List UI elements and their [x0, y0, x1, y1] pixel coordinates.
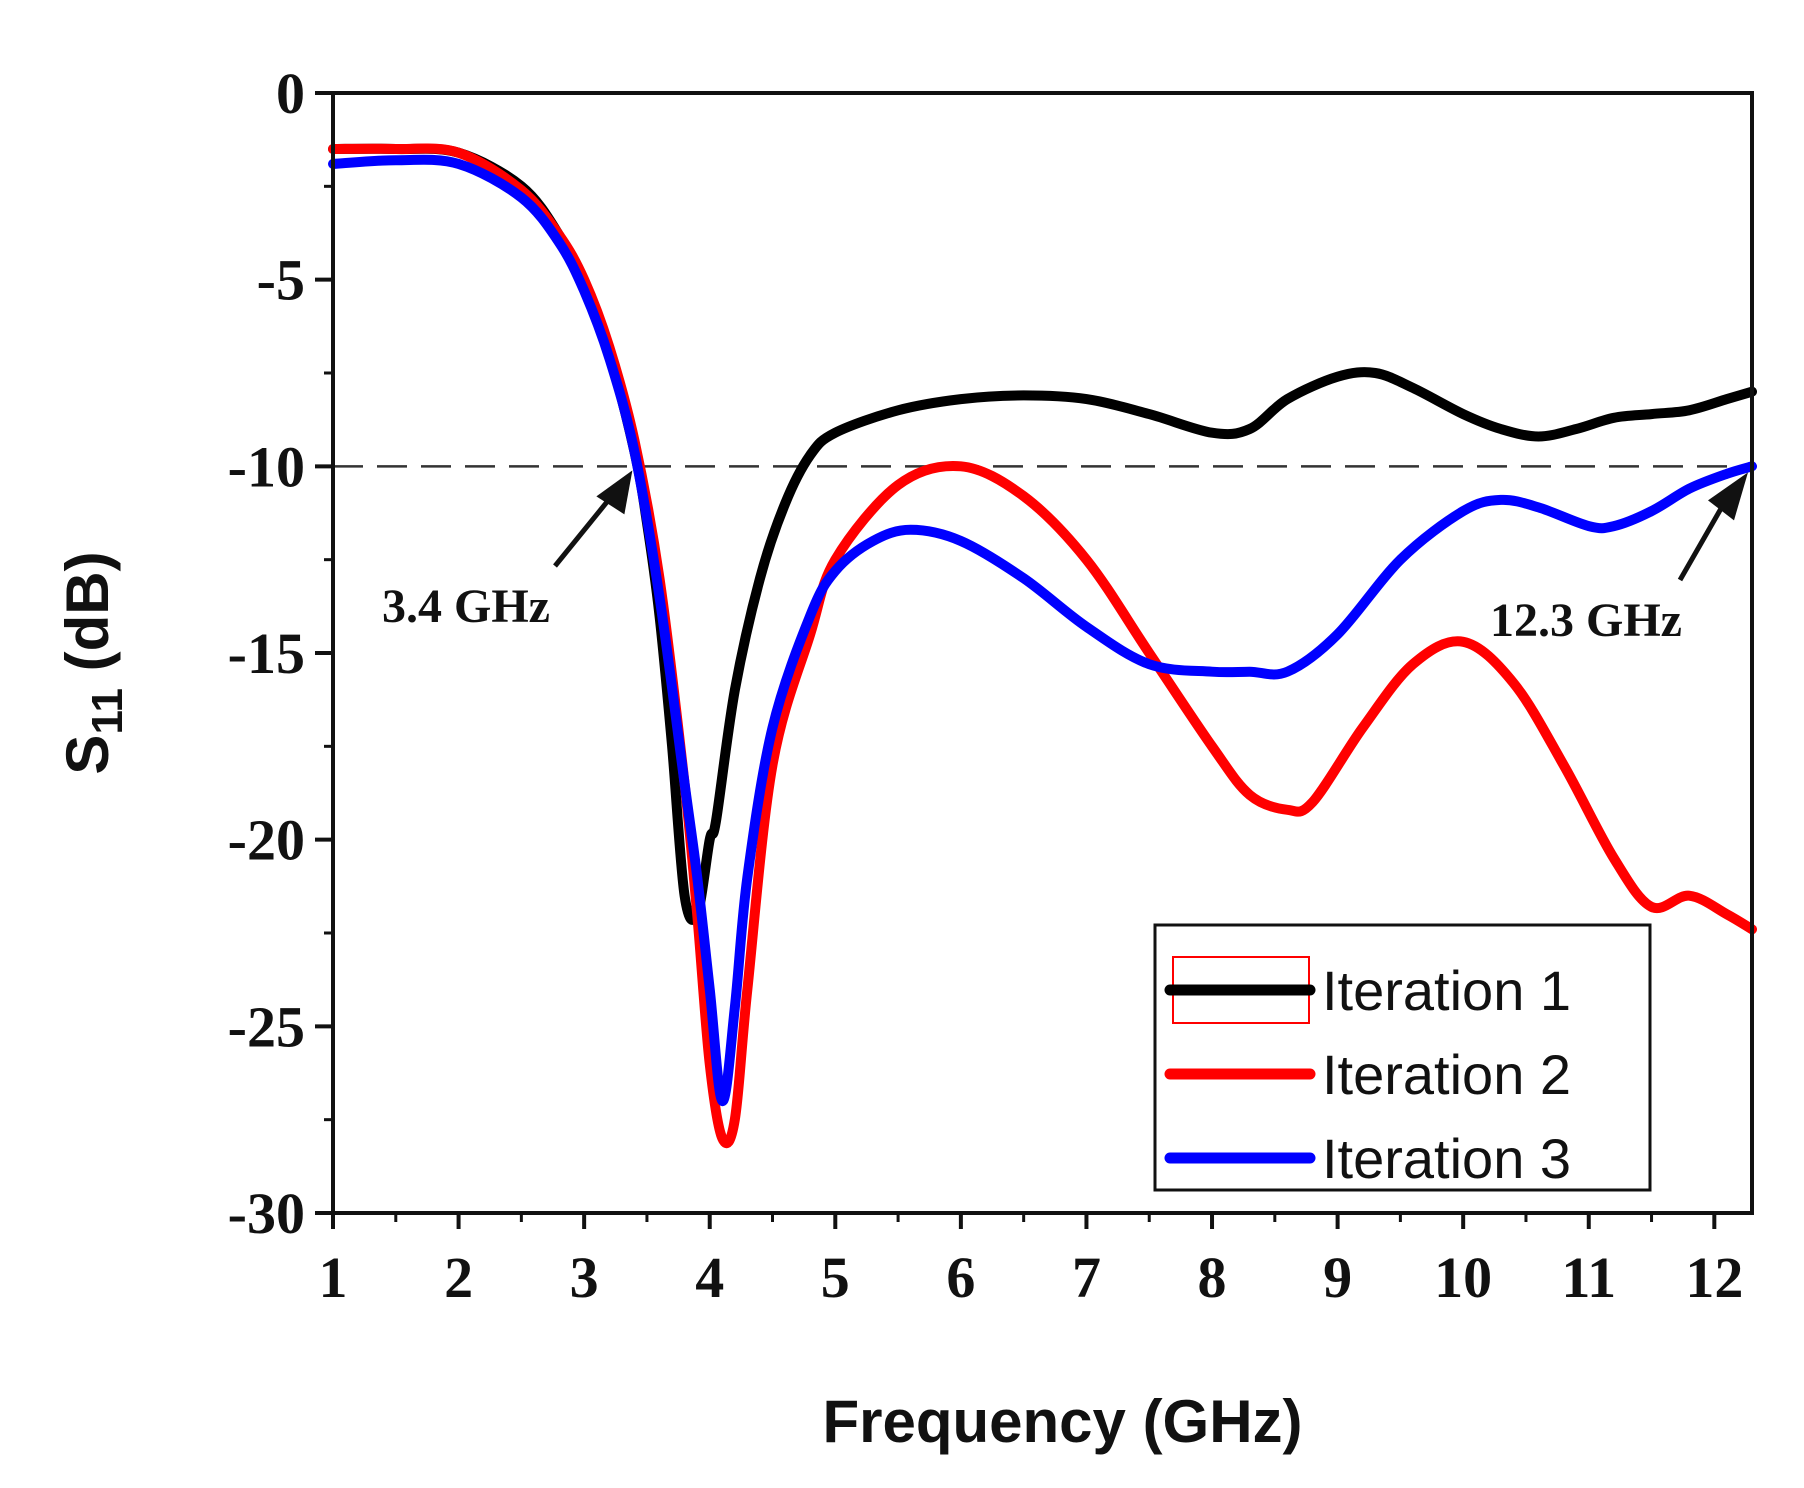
x-tick-label: 6: [946, 1245, 975, 1310]
legend-box: [1153, 923, 1652, 1192]
legend: Iteration 1 Iteration 2 Iteration 3: [1153, 923, 1652, 1192]
legend-label-iteration-1: Iteration 1: [1322, 959, 1571, 1022]
x-tick-label: 2: [444, 1245, 473, 1310]
legend-label-iteration-2: Iteration 2: [1322, 1043, 1571, 1106]
y-tick-label: -25: [228, 994, 305, 1059]
x-tick-label: 10: [1434, 1245, 1492, 1310]
x-tick-label: 12: [1685, 1245, 1743, 1310]
annotation-arrowhead-12-3-ghz: [1708, 472, 1748, 521]
axis-ticks: 1 2 3 4 5 6 7 8 9 10 11 120-5-10-15-20-25-30: [228, 61, 1744, 1310]
x-tick-label: 9: [1323, 1245, 1352, 1310]
x-tick-label: 7: [1072, 1245, 1101, 1310]
x-tick-label: 5: [821, 1245, 850, 1310]
annotations: 3.4 GHz 12.3 GHz: [382, 470, 1748, 647]
series-line-iteration-1: [328, 143, 1757, 925]
x-tick-label: 11: [1561, 1245, 1616, 1310]
series-lines: [328, 143, 1757, 1149]
annotation-arrow-3-4-ghz: [553, 488, 619, 568]
y-tick-label: -20: [228, 808, 305, 873]
x-tick-label: 4: [695, 1245, 724, 1310]
x-tick-label: 3: [570, 1245, 599, 1310]
y-tick-label: -10: [228, 434, 305, 499]
annotation-arrow-12-3-ghz: [1677, 495, 1731, 582]
y-tick-label: -30: [228, 1181, 305, 1246]
annotation-12-3-ghz: 12.3 GHz: [1490, 594, 1682, 647]
series-line-iteration-3: [328, 154, 1757, 1107]
x-tick-label: 1: [319, 1245, 348, 1310]
legend-label-iteration-3: Iteration 3: [1322, 1127, 1571, 1190]
y-tick-label: -15: [228, 621, 305, 686]
x-axis-label: Frequency (GHz): [822, 1388, 1302, 1455]
annotation-arrowhead-3-4-ghz: [596, 470, 633, 515]
y-tick-label: -5: [257, 248, 305, 313]
y-axis-label-unit: (dB): [54, 551, 121, 688]
y-axis-label-main: S: [54, 735, 121, 775]
y-axis-label: S11 (dB): [54, 551, 132, 774]
y-axis-label-subscript: 11: [83, 688, 132, 735]
annotation-3-4-ghz: 3.4 GHz: [382, 580, 550, 633]
x-tick-label: 8: [1198, 1245, 1227, 1310]
y-tick-label: 0: [276, 61, 305, 126]
